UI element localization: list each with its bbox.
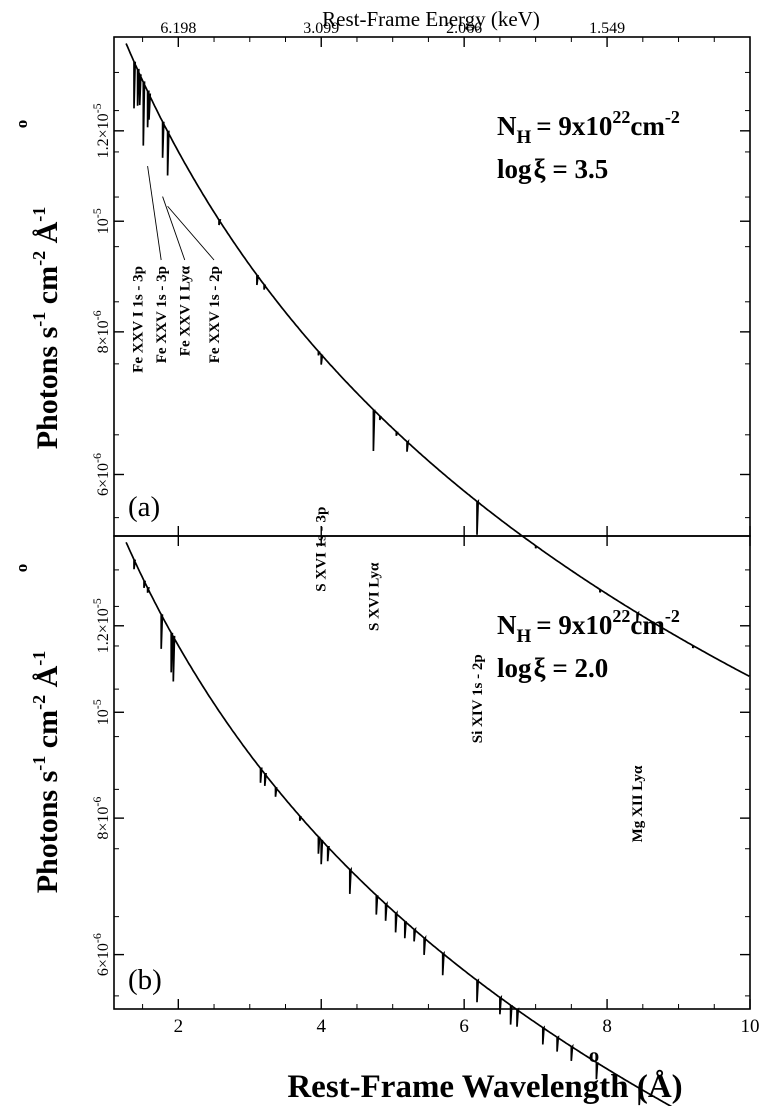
panel-b-frame: [113, 535, 751, 1010]
y-axis-title-a-ring: o: [12, 120, 31, 129]
x-axis-title: Rest-Frame Wavelength (Å): [287, 1069, 682, 1105]
bottom-tick-label: 2: [174, 1016, 184, 1037]
absorption-line-label: Fe XXV 1s - 2p: [207, 266, 223, 363]
bottom-axis-ticks: 2 4 6 8 10: [142, 526, 760, 1037]
absorption-line-label: Si XIV 1s - 2p: [470, 654, 486, 743]
line-label-leader: [162, 196, 186, 261]
x-axis-title-ring: o: [589, 1043, 600, 1067]
spectrum-line: [125, 541, 673, 1106]
absorption-line-label: Mg XII Lyα: [630, 765, 646, 842]
panel-b: 6×10-6 8×10-6 10-5 1.2×10-5 (b) NH = 9x1022cm-…: [90, 541, 750, 1106]
nh-annotation: NH = 9x1022cm-2: [497, 107, 680, 148]
nh-annotation: NH = 9x1022cm-2: [497, 606, 680, 647]
y-axis-title-a: Photons s-1 cm-2 Å-1: [29, 207, 64, 450]
bottom-tick-label: 6: [459, 1016, 469, 1037]
panel-a: 6×10-6 8×10-6 10-5 1.2×10-5 Fe XXV I 1s - 3p…: [90, 43, 750, 842]
absorption-line-label: S XVI 1s - 3p: [314, 507, 330, 592]
top-axis-title: Rest-Frame Energy (keV): [322, 7, 540, 31]
y-tick-label: 8×10-6: [90, 797, 112, 840]
y-tick-label: 8×10-6: [90, 310, 112, 353]
bottom-tick-label: 8: [602, 1016, 612, 1037]
y-tick-label: 10-5: [90, 208, 112, 234]
y-axis-title-b: Photons s-1 cm-2 Å-1: [29, 651, 64, 894]
absorption-line-label: Fe XXV I Lyα: [178, 265, 194, 356]
y-tick-label: 10-5: [90, 699, 112, 725]
line-label-leader: [167, 205, 215, 261]
absorption-line-label: S XVI Lyα: [366, 562, 382, 631]
xi-annotation: logξ = 2.0: [497, 653, 608, 683]
absorption-line-label: Fe XXV I 1s - 3p: [131, 266, 147, 373]
y-tick-label: 6×10-6: [90, 933, 112, 976]
top-tick-label: 2.066: [446, 20, 482, 37]
svg-text:Photons s-1 cm-2 Å-1: Photons s-1 cm-2 Å-1: [29, 207, 64, 450]
y-tick-label: 1.2×10-5: [90, 103, 112, 158]
bottom-tick-label: 10: [741, 1016, 760, 1037]
xi-annotation: logξ = 3.5: [497, 154, 608, 184]
absorption-line-label: Fe XXV 1s - 3p: [154, 266, 170, 363]
y-axis-title-b-ring: o: [12, 564, 31, 573]
top-tick-label: 6.198: [160, 20, 196, 37]
bottom-tick-label: 4: [316, 1016, 326, 1037]
top-axis-ticks: 6.198 3.099 2.066 1.549: [142, 20, 715, 47]
top-tick-label: 1.549: [589, 20, 625, 37]
line-label-leader: [147, 166, 162, 261]
svg-text:Photons s-1 cm-2 Å-1: Photons s-1 cm-2 Å-1: [29, 651, 64, 894]
y-tick-label: 1.2×10-5: [90, 598, 112, 653]
panel-label: (b): [128, 964, 162, 996]
panel-label: (a): [128, 491, 160, 523]
y-tick-label: 6×10-6: [90, 453, 112, 496]
top-tick-label: 3.099: [303, 20, 339, 37]
spectrum-line: [125, 43, 750, 678]
